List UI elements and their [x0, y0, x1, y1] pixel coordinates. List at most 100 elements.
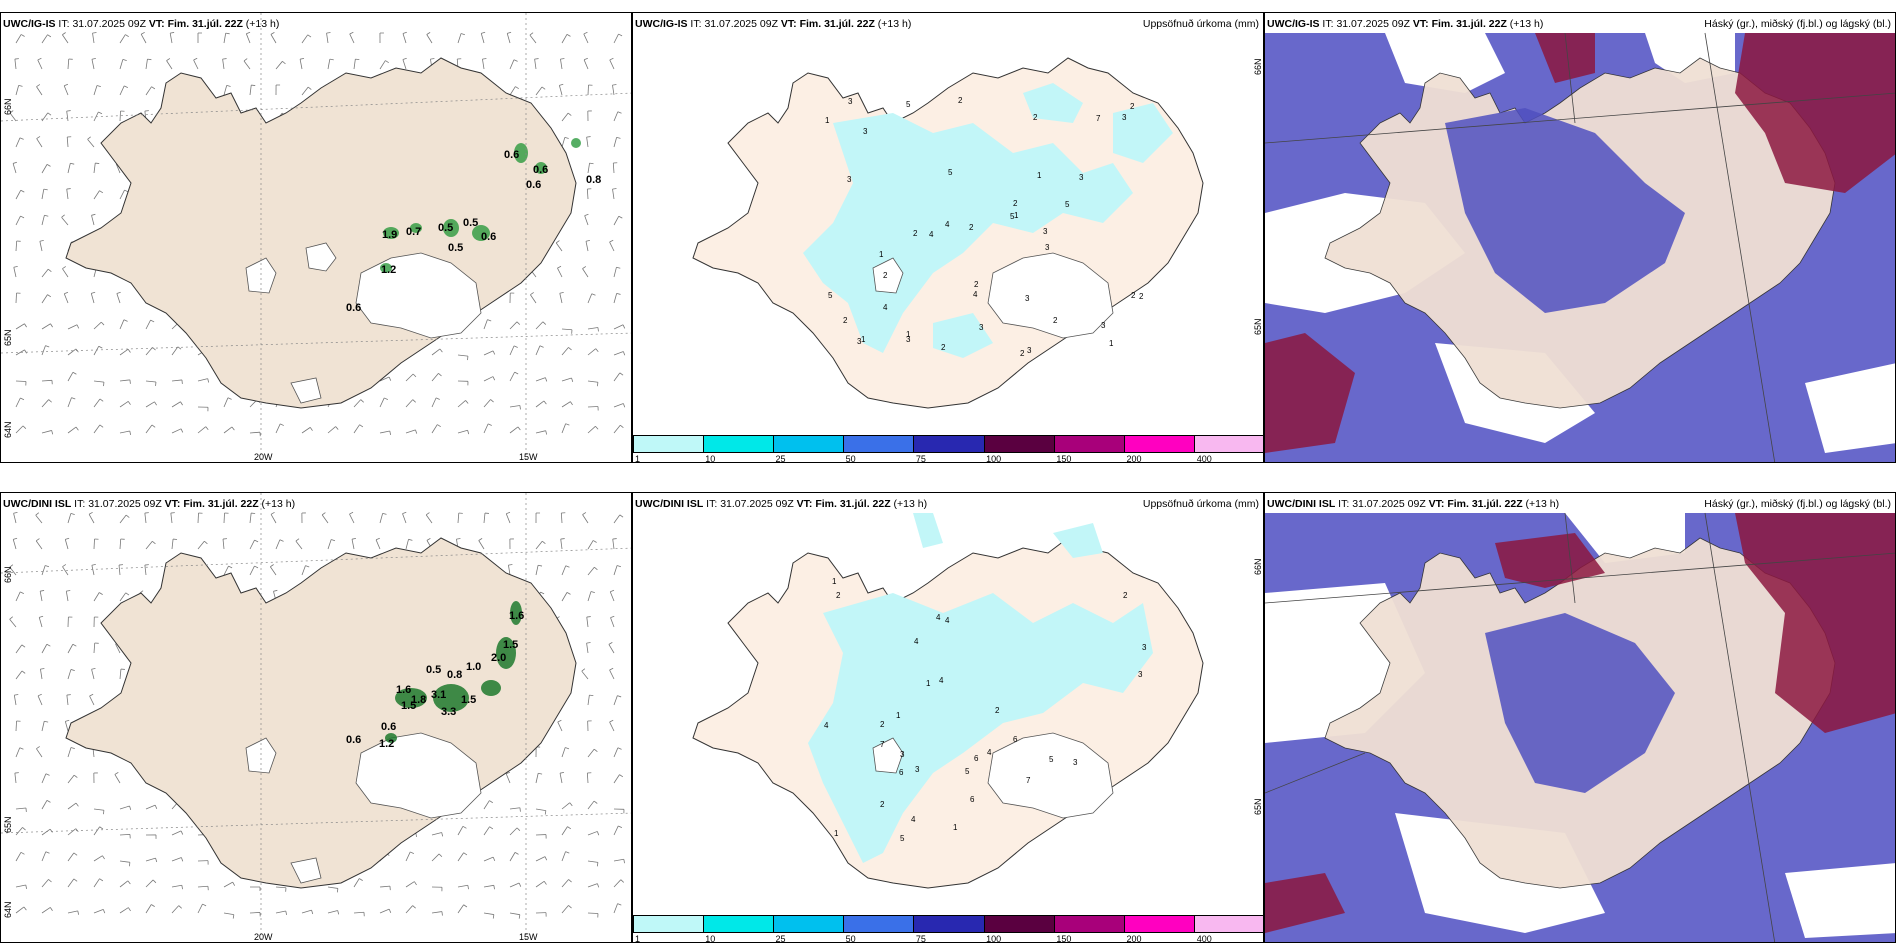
wind-barb-flag	[87, 136, 91, 140]
wind-barb	[561, 112, 569, 122]
wind-barb-flag	[254, 539, 259, 543]
wind-barb-flag	[331, 539, 336, 542]
wind-barb	[15, 591, 21, 602]
wind-barb-flag	[539, 345, 544, 348]
graticule	[1, 493, 631, 942]
wind-barb	[457, 429, 468, 434]
wind-barb	[15, 349, 25, 356]
wind-barb-flag	[569, 802, 573, 807]
wind-barb	[119, 379, 130, 382]
wind-precip-map-bottom: 1.6 1.5 2.0 1.0 0.5 0.8 1.6 1.8 1.5 3.1 …	[1, 493, 631, 942]
wind-barb-flag	[590, 591, 595, 594]
wind-barb-flag	[273, 589, 278, 592]
wind-barb-flag	[516, 827, 521, 831]
wind-barb	[405, 539, 409, 550]
wind-barb-flag	[597, 883, 600, 888]
wind-barb	[482, 59, 485, 70]
accum-value: 2	[836, 591, 841, 600]
wind-barb-flag	[77, 910, 80, 915]
accum-value: 3	[915, 765, 920, 774]
wind-barb-flag	[597, 327, 599, 332]
wind-barb	[509, 345, 515, 356]
wind-barb-flag	[19, 747, 24, 750]
wind-barb	[93, 878, 100, 888]
wind-barb	[587, 540, 594, 550]
wind-barb-flag	[610, 589, 615, 593]
accum-value: 3	[1122, 113, 1127, 122]
wind-barb	[405, 429, 416, 434]
wind-barb	[561, 328, 573, 331]
wind-barb-flag	[102, 855, 105, 860]
wind-barb	[561, 851, 566, 862]
wind-barb	[270, 34, 277, 44]
lat-label: 66N	[3, 98, 13, 115]
wind-barb-flag	[559, 772, 565, 774]
wind-barb	[535, 321, 544, 330]
lat-label: 65N	[3, 816, 13, 833]
wind-barb	[379, 397, 385, 408]
accum-value: 2	[1020, 349, 1025, 358]
accum-value: 7	[1096, 114, 1101, 123]
wind-barb	[91, 215, 95, 226]
wind-barb	[15, 827, 23, 836]
wind-barb	[612, 189, 615, 200]
wind-barb	[587, 860, 598, 863]
wind-barb	[12, 163, 17, 174]
glacier-langjokull	[245, 737, 277, 774]
wind-barb-flag	[567, 826, 572, 830]
wind-barb-flag	[467, 885, 469, 890]
wind-barb	[560, 539, 563, 550]
colorbar-swatch	[914, 916, 985, 932]
wind-barb-flag	[254, 565, 259, 569]
accum-value: 2	[969, 223, 974, 232]
wind-barb	[222, 59, 225, 70]
clouds-map-bottom	[1265, 493, 1895, 942]
accum-value: 3	[863, 127, 868, 136]
wind-barb	[39, 241, 43, 252]
accum-value: 4	[911, 815, 916, 824]
wind-barb	[561, 423, 567, 434]
wind-barb	[509, 852, 516, 862]
wind-barb	[67, 163, 71, 174]
wind-barb-flag	[36, 84, 41, 87]
wind-barb-flag	[24, 349, 27, 354]
wind-barb	[582, 268, 589, 278]
wind-barb	[301, 86, 309, 96]
precip-label: 0.6	[526, 179, 541, 191]
wind-barb	[529, 34, 537, 44]
lat-label: 66N	[3, 566, 13, 583]
wind-barb	[41, 644, 48, 654]
wind-barb	[119, 319, 125, 330]
wind-barb-flag	[326, 32, 331, 34]
wind-barb-flag	[514, 852, 519, 855]
wind-barb-flag	[180, 428, 184, 433]
wind-barb	[587, 566, 595, 576]
wind-barb	[321, 514, 329, 524]
wind-barb	[405, 905, 413, 914]
wind-barb	[9, 619, 17, 628]
glacier-hofsjokull	[305, 242, 337, 272]
precip-label: 1.6	[509, 610, 524, 622]
wind-barb	[63, 85, 69, 96]
wind-barb-flag	[270, 32, 275, 35]
wind-barb-flag	[61, 214, 65, 218]
wind-barb	[39, 591, 43, 602]
wind-barb-flag	[622, 324, 626, 329]
wind-barb	[535, 540, 543, 550]
accum-value: 3	[1043, 227, 1048, 236]
wind-barb-flag	[385, 60, 389, 64]
wind-barb	[119, 538, 122, 550]
accum-value: 4	[914, 637, 919, 646]
glacier-langjokull	[872, 257, 904, 294]
wind-barb-flag	[439, 348, 443, 353]
wind-barb	[15, 240, 18, 252]
wind-barb-flag	[124, 189, 129, 193]
wind-barb	[610, 617, 615, 628]
wind-barb-flag	[20, 215, 25, 219]
accum-values: 2212532125734425334132233152332323432213…	[825, 96, 1144, 358]
wind-barb	[586, 188, 589, 200]
wind-barb	[353, 59, 356, 70]
wind-barb	[613, 33, 619, 44]
wind-barb	[41, 164, 48, 174]
